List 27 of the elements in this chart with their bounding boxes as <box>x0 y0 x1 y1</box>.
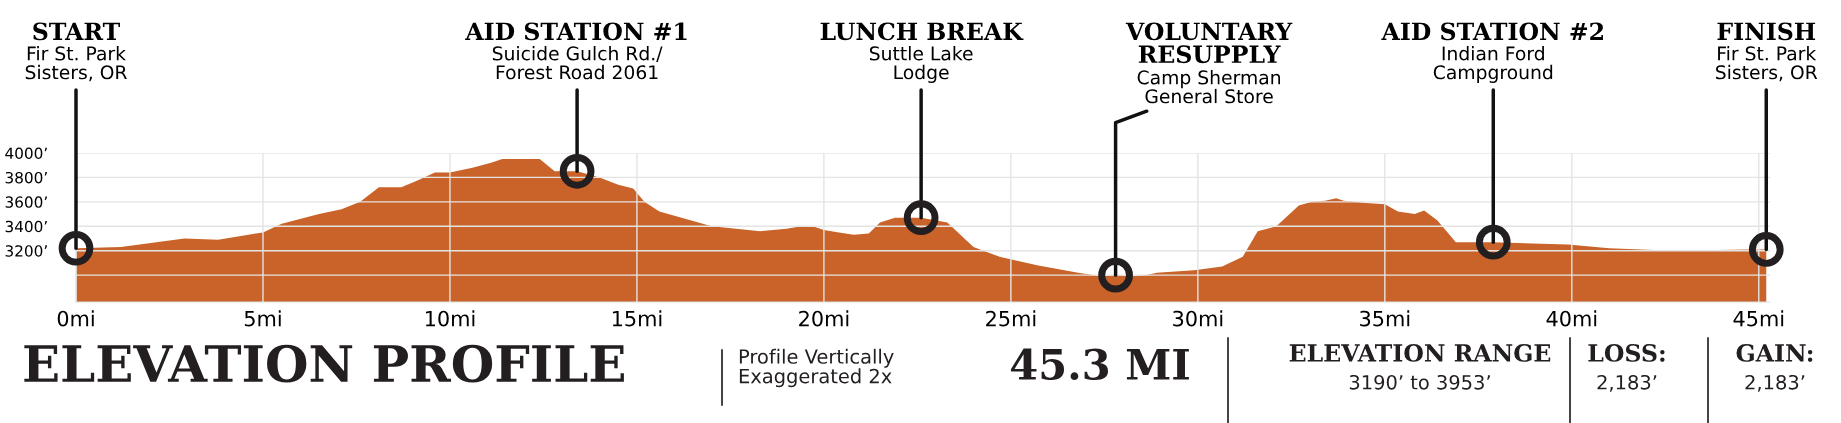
text: 45.3 MI <box>1010 348 1189 381</box>
text: ELEVATION RANGE 3190’ to 3953’ <box>1289 343 1551 390</box>
x-tick-label: 10mi <box>425 310 475 327</box>
annotation: START Fir St. Park Sisters, OR <box>25 22 127 82</box>
y-tick-label: 3800’ <box>5 171 47 184</box>
x-tick-label: 35mi <box>1360 310 1410 327</box>
y-tick-label: 3400’ <box>5 220 47 233</box>
x-tick-label: 5mi <box>244 310 281 327</box>
y-tick-label: 3200’ <box>5 245 47 257</box>
annotation: FINISH Fir St. Park Sisters, OR <box>1716 22 1818 82</box>
x-tick-label: 15mi <box>612 310 662 327</box>
annotation: AID STATION #2 Indian Ford Campground <box>1381 22 1603 84</box>
x-tick-label: 45mi <box>1733 310 1784 327</box>
y-tick-label: 3600’ <box>5 196 47 208</box>
annotation: VOLUNTARY RESUPPLY Camp Sherman General Store <box>1125 22 1293 104</box>
x-tick-label: 0mi <box>57 310 94 327</box>
y-tick-label: 4000’ <box>5 147 47 160</box>
x-tick-label: 25mi <box>986 310 1036 327</box>
x-tick-label: 40mi <box>1546 310 1597 327</box>
x-tick-label: 20mi <box>799 310 849 327</box>
annotation: LUNCH BREAK Suttle Lake Lodge <box>820 22 1024 84</box>
x-tick-label: 30mi <box>1173 310 1223 327</box>
text: Profile Vertically Exaggerated 2x <box>739 348 894 388</box>
annotation: AID STATION #1 Suicide Gulch Rd./ Forest Road 2061 <box>465 22 687 80</box>
text: GAIN: 2,183’ <box>1736 343 1813 392</box>
text: ELEVATION PROFILE <box>24 344 624 383</box>
text: LOSS: 2,183’ <box>1588 343 1665 392</box>
